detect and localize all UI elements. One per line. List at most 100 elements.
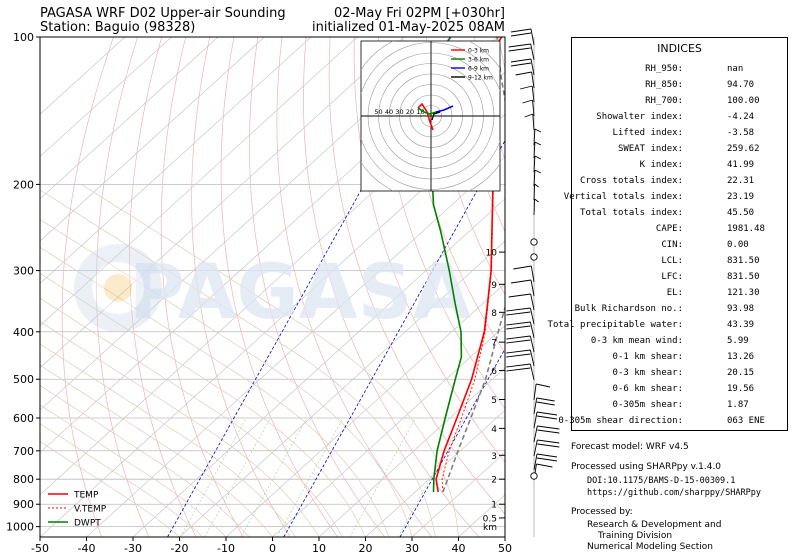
moist-adiabat [40,404,227,537]
wind-barb [515,71,535,89]
hodograph-legend-label: 0-3 km [468,48,489,55]
index-value: 831.50 [727,256,760,266]
title-left-1: PAGASA WRF D02 Upper-air Sounding [40,6,286,21]
footer-doi: DOI:10.1175/BAMS-D-15-00309.1 [587,476,736,486]
y-tick-label: 700 [13,445,34,458]
y-tick-label: 100 [13,31,34,44]
index-label: LCL: [661,256,683,266]
index-label: Vertical totals index: [563,192,683,202]
moist-adiabat [40,189,436,537]
wind-barb [506,307,535,325]
profile-parcel-line [442,37,505,493]
x-tick-label: 30 [405,542,419,555]
index-label: 0-3 km shear: [612,368,683,378]
wind-barb [533,397,555,415]
mixing-ratio-line [276,417,344,537]
index-value: 1981.48 [727,224,765,234]
index-value: 19.56 [727,384,755,394]
isotherm-line [40,37,312,284]
moist-adiabat [40,343,297,537]
height-label: 6 [491,367,497,377]
moist-adiabat [40,385,250,537]
wind-barb [513,265,535,283]
y-tick-label: 800 [13,473,34,486]
index-label: LFC: [661,272,683,282]
dry-adiabat [160,37,244,537]
index-value: 45.50 [727,208,755,218]
isotherm-line [504,536,505,537]
dry-adiabat [426,37,505,296]
index-value: -4.24 [727,112,755,122]
calm-wind-marker [530,472,538,480]
isotherm-line [411,451,505,537]
dry-adiabat [328,37,505,515]
index-label: RH_850: [645,80,683,90]
wind-barb [506,363,535,381]
dry-adiabat [191,37,291,537]
index-value: -3.58 [727,128,755,138]
moist-adiabat [40,423,204,537]
wind-barb [506,335,535,353]
moist-adiabat [40,441,180,537]
index-label: 0-1 km shear: [612,352,683,362]
mixing-ratio-line [180,417,247,537]
index-label: Lifted index: [612,128,683,138]
index-label: CAPE: [655,224,683,234]
mixing-ratio-line [240,417,307,537]
wind-barb [510,58,535,76]
footer-url: https://github.com/sharppy/SHARPpy [587,488,761,498]
wind-barb [533,128,542,146]
index-value: 43.39 [727,320,755,330]
wind-barb [533,411,558,429]
index-value: 94.70 [727,80,755,90]
height-label: 1 [491,501,497,511]
hodograph-ring-label: 10 [416,108,424,116]
moist-adiabat [40,321,320,537]
isotherm-line [40,37,405,369]
x-tick-label: -40 [78,542,96,555]
dry-adiabat [96,37,150,537]
index-value: 100.00 [727,96,760,106]
mixing-ratio-line [204,417,271,537]
y-tick-label: 1000 [6,521,34,534]
wind-barb [533,169,542,187]
x-tick-label: -20 [171,542,189,555]
wind-barb [533,425,560,443]
title-right-2: initialized 01-May-2025 08AM [311,20,505,35]
dry-adiabat [61,37,114,537]
wind-barb [533,141,542,159]
isotherm-line [40,37,451,411]
isotherm-line [318,367,505,537]
moist-adiabat [40,273,366,537]
moist-adiabat [81,184,459,537]
dry-adiabat [220,37,338,537]
index-label: Total precipitable water: [547,320,683,330]
moist-adiabat [40,364,273,537]
x-tick-label: 40 [452,542,466,555]
x-tick-label: 50 [498,542,512,555]
y-tick-label: 900 [13,498,34,511]
indices-panel: INDICES RH_950: nan RH_850: 94.70 RH_700: 100… [548,37,788,431]
wind-barb [533,383,551,401]
height-label: 8 [491,309,497,319]
footer-org-1: Research & Development and [587,520,722,530]
y-tick-label: 500 [13,373,34,386]
title-right-1: 02-May Fri 02PM [+030hr] [333,6,505,21]
isotherm-line [179,240,505,537]
calm-wind-marker [530,238,538,246]
x-tick-label: 10 [312,542,326,555]
hodograph-legend-label: 6-9 km [468,66,489,73]
y-tick-label: 400 [13,326,34,339]
index-label: Showalter index: [596,112,683,122]
height-label: 3 [491,452,497,462]
hodograph-trace-0-3km [417,102,434,131]
isotherm-line [40,37,219,200]
height-label: 2 [491,476,497,486]
wind-barb [533,183,539,201]
isotherm-line [132,198,505,537]
wind-barb [522,99,535,117]
index-label: EL: [666,288,683,298]
index-value: 259.62 [727,144,760,154]
isotherm-line [86,156,505,537]
wind-barb [533,439,560,457]
